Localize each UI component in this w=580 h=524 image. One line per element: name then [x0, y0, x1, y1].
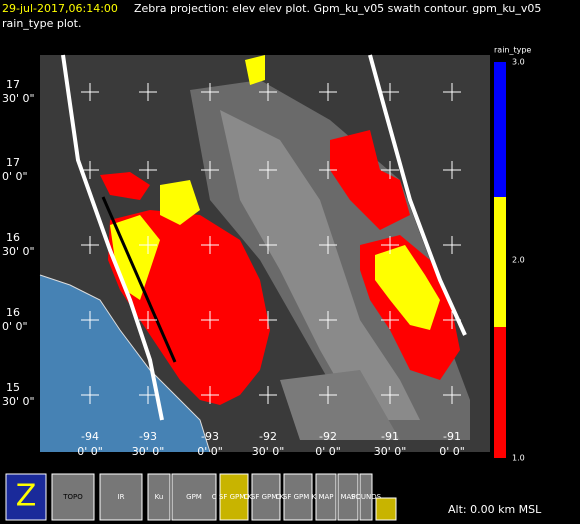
colorbar-segment — [494, 327, 506, 458]
lat-label: 15 — [6, 381, 20, 394]
timestamp: 29-jul-2017,06:14:00 — [2, 2, 118, 15]
lat-label: 30' 0" — [2, 92, 35, 105]
lon-label: 30' 0" — [132, 445, 165, 458]
button-label[interactable]: C SF GPM Ku — [244, 493, 288, 501]
map — [39, 54, 490, 453]
colorbar-segment — [494, 62, 506, 197]
lon-label: -93 — [139, 430, 157, 443]
button-label[interactable]: C SF GPM Ku — [276, 493, 320, 501]
lat-label: 0' 0" — [2, 320, 28, 333]
header-line: Zebra projection: elev elev plot. Gpm_ku… — [134, 2, 541, 15]
lon-label: 0' 0" — [315, 445, 341, 458]
lon-label: 30' 0" — [374, 445, 407, 458]
lat-label: 16 — [6, 231, 20, 244]
lon-label: 0' 0" — [77, 445, 103, 458]
toolbar-button[interactable] — [337, 473, 359, 521]
button-label[interactable]: Ku — [155, 493, 164, 501]
lon-label: -92 — [259, 430, 277, 443]
swath-edge — [61, 54, 164, 421]
terrain — [280, 370, 400, 440]
lon-label: -91 — [381, 430, 399, 443]
lat-label: 30' 0" — [2, 395, 35, 408]
rain-region — [375, 245, 440, 330]
colorbar-tick-label: 1.0 — [512, 454, 525, 463]
colorbar-segment — [494, 197, 506, 327]
toolbar-button[interactable] — [219, 473, 249, 521]
button-label[interactable]: SOUNDS — [351, 493, 382, 501]
button-label[interactable]: MAP — [340, 493, 355, 501]
toolbar-button[interactable] — [99, 473, 143, 521]
toolbar-button[interactable] — [283, 473, 313, 521]
button-label[interactable]: TOPO — [62, 493, 83, 501]
toolbar-button[interactable] — [171, 473, 217, 521]
toolbar-button[interactable] — [147, 473, 171, 521]
swath-edge — [368, 54, 467, 336]
rain-region — [160, 180, 200, 225]
lat-label: 16 — [6, 306, 20, 319]
lon-label: 0' 0" — [439, 445, 465, 458]
button-label[interactable]: C SF GPM Ku — [212, 493, 256, 501]
lon-label: -93 — [201, 430, 219, 443]
toolbar-button[interactable] — [315, 473, 337, 521]
button-label[interactable]: MAP — [318, 493, 333, 501]
colorbar-title: rain_type — [494, 46, 531, 55]
button-label[interactable]: IR — [118, 493, 125, 501]
rain-region — [245, 55, 265, 85]
lon-label: 30' 0" — [252, 445, 285, 458]
button-label[interactable]: GPM — [186, 493, 202, 501]
lat-label: 17 — [6, 78, 20, 91]
toolbar-button[interactable] — [5, 473, 47, 521]
ocean — [40, 275, 210, 452]
track-line — [101, 196, 177, 363]
colorbar-tick-label: 2.0 — [512, 256, 525, 265]
lon-label: -91 — [443, 430, 461, 443]
rain-region — [330, 130, 410, 230]
coastline — [39, 274, 211, 453]
lat-label: 0' 0" — [2, 170, 28, 183]
toolbar-button[interactable] — [251, 473, 281, 521]
button-label[interactable]: Z — [16, 479, 37, 514]
colorbar-tick-label: 3.0 — [512, 58, 525, 67]
toolbar-button[interactable] — [375, 497, 397, 521]
terrain — [220, 110, 420, 420]
status: Alt: 0.00 km MSL — [448, 503, 542, 516]
toolbar-button[interactable] — [51, 473, 95, 521]
header-line: rain_type plot. — [2, 17, 81, 30]
lon-label: 0' 0" — [197, 445, 223, 458]
lat-label: 17 — [6, 156, 20, 169]
toolbar-button[interactable] — [359, 473, 373, 521]
lon-label: -94 — [81, 430, 99, 443]
lon-label: -92 — [319, 430, 337, 443]
lat-label: 30' 0" — [2, 245, 35, 258]
rain-region — [100, 172, 150, 200]
